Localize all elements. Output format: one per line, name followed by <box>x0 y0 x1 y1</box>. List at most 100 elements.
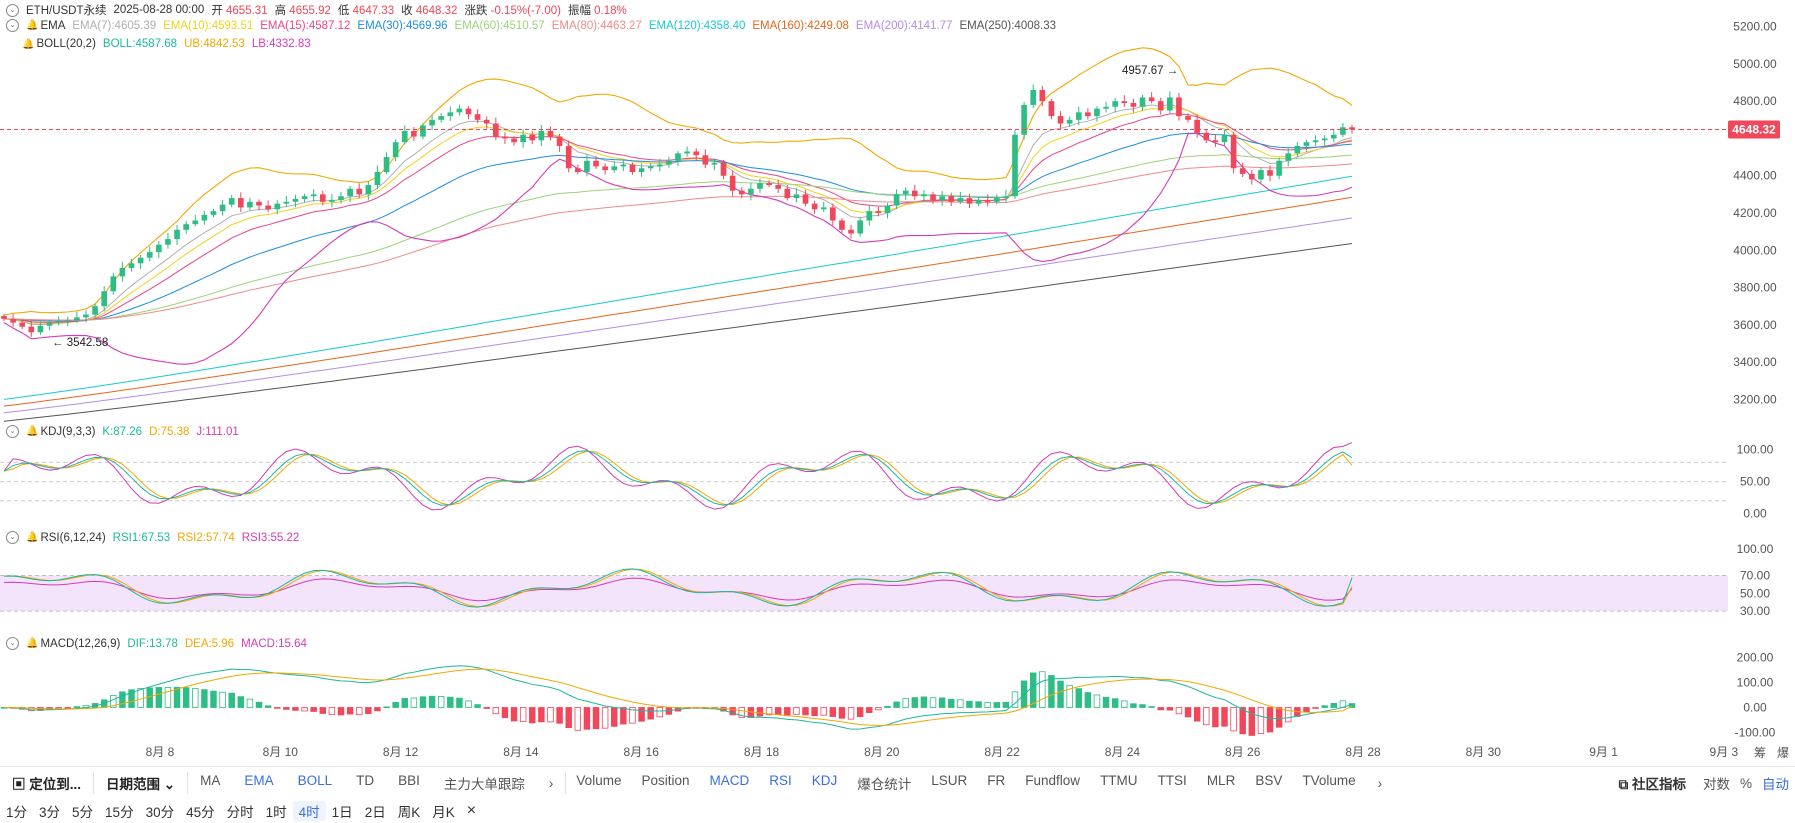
macd-histogram-bar <box>328 707 336 716</box>
collapse-icon[interactable]: ⌄ <box>6 531 19 544</box>
bell-icon[interactable]: 🔔 <box>26 638 39 649</box>
auto-scale-toggle[interactable]: 自动 <box>1762 777 1789 792</box>
candle-body <box>502 136 508 139</box>
candle-body <box>702 155 709 165</box>
price-tick-label: 4400.00 <box>1733 169 1777 183</box>
macd-dea-line <box>3 668 1353 726</box>
goto-button[interactable]: ▣ 定位到... <box>12 777 82 792</box>
kdj-tick-label: 50.00 <box>1740 475 1770 489</box>
interval-0[interactable]: 1分 <box>6 805 28 820</box>
macd-histogram-bar <box>893 701 900 708</box>
chevron-right-icon[interactable]: › <box>1377 775 1383 791</box>
sub-indicator-11[interactable]: MLR <box>1206 773 1236 788</box>
interval-10[interactable]: 2日 <box>364 805 386 820</box>
bell-icon[interactable]: 🔔 <box>26 426 39 437</box>
sub-indicator-9[interactable]: TTMU <box>1100 773 1138 788</box>
candle-body <box>875 211 882 213</box>
macd-histogram-bar <box>1285 707 1292 723</box>
sub-indicator-3[interactable]: RSI <box>769 773 792 788</box>
close-icon[interactable]: × <box>466 802 477 819</box>
candle-body <box>411 131 417 137</box>
macd-histogram-bar <box>492 707 500 715</box>
macd-name: MACD(12,26,9) <box>40 637 121 650</box>
macd-dif-line <box>3 665 1353 730</box>
interval-6[interactable]: 分时 <box>226 805 254 820</box>
candle-body <box>1285 153 1292 161</box>
candle-body <box>1121 101 1128 104</box>
interval-1[interactable]: 3分 <box>39 805 61 820</box>
macd-histogram-bar <box>137 688 144 708</box>
community-indicator-button[interactable]: ⧉ 社区指标 <box>1618 777 1686 792</box>
sub-indicator-6[interactable]: LSUR <box>931 773 968 788</box>
main-indicator-1[interactable]: EMA <box>244 773 274 788</box>
interval-3[interactable]: 15分 <box>105 805 134 820</box>
rsi-value-1: RSI2:57.74 <box>177 531 235 544</box>
collapse-icon[interactable]: ⌄ <box>6 3 19 17</box>
main-indicator-2[interactable]: BOLL <box>297 773 333 788</box>
macd-histogram-bar <box>1111 698 1119 708</box>
main-indicator-0[interactable]: MA <box>200 773 221 788</box>
macd-histogram-bar <box>55 707 62 709</box>
macd-histogram-bar <box>592 707 600 730</box>
rsi-value-2: RSI3:55.22 <box>241 531 300 544</box>
interval-8[interactable]: 4时 <box>292 801 326 821</box>
edit-icon: ⧉ <box>1618 777 1629 792</box>
log-scale-toggle[interactable]: 对数 <box>1702 777 1730 792</box>
sub-indicator-4[interactable]: KDJ <box>811 773 838 788</box>
candle-body <box>64 320 71 322</box>
main-indicator-3[interactable]: TD <box>356 773 375 788</box>
sub-indicator-7[interactable]: FR <box>987 773 1006 788</box>
percent-toggle[interactable]: % <box>1739 775 1752 791</box>
interval-11[interactable]: 周K <box>397 805 421 820</box>
candle-body <box>893 194 900 206</box>
interval-4[interactable]: 30分 <box>145 805 175 820</box>
date-tick-label: 9月 3 <box>1710 745 1739 759</box>
sub-indicator-2[interactable]: MACD <box>709 773 750 788</box>
collapse-icon[interactable]: ⌄ <box>6 637 19 650</box>
sub-indicator-13[interactable]: TVolume <box>1302 773 1356 788</box>
candle-body <box>921 194 927 197</box>
interval-7[interactable]: 1时 <box>265 805 287 820</box>
candle-body <box>793 194 800 199</box>
sub-indicator-5[interactable]: 爆仓统计 <box>857 777 912 792</box>
interval-9[interactable]: 1日 <box>331 805 353 820</box>
sub-indicator-1[interactable]: Position <box>641 773 690 788</box>
rsi-1-line <box>3 568 1353 608</box>
macd-histogram-bar <box>519 707 527 723</box>
sub-indicator-10[interactable]: TTSI <box>1157 773 1187 788</box>
macd-histogram-bar <box>501 707 509 719</box>
sub-indicator-12[interactable]: BSV <box>1255 773 1283 788</box>
date-tick-label: 8月 30 <box>1466 745 1502 759</box>
interval-2[interactable]: 5分 <box>72 805 94 820</box>
candle-body <box>866 211 873 221</box>
macd-histogram-bar <box>465 700 472 708</box>
main-indicator-5[interactable]: 主力大单跟踪 <box>443 777 525 792</box>
candle-body <box>848 229 854 234</box>
candle-body <box>1330 134 1337 139</box>
bell-icon[interactable]: 🔔 <box>26 20 39 31</box>
interval-12[interactable]: 月K <box>432 805 455 820</box>
sub-indicator-8[interactable]: Fundflow <box>1025 773 1081 788</box>
bell-icon[interactable]: 🔔 <box>22 38 35 50</box>
candle-body <box>1185 116 1191 120</box>
chevron-right-icon[interactable]: › <box>548 775 554 791</box>
symbol-label: ETH/USDT永续 <box>26 5 107 17</box>
candle-body <box>1085 112 1091 117</box>
price-chart[interactable]: 5200.00 5000.00 4800.00 4400.00 4200.00 4000.… <box>0 0 1795 766</box>
main-indicator-4[interactable]: BBI <box>398 773 420 788</box>
interval-5[interactable]: 45分 <box>186 805 215 820</box>
collapse-icon[interactable]: ⌄ <box>6 19 19 32</box>
candle-body <box>301 196 308 200</box>
candle-body <box>1203 132 1210 141</box>
candle-body <box>146 252 153 258</box>
candle-body <box>1194 119 1200 133</box>
date-tick-label: 8月 14 <box>503 745 539 759</box>
date-range-button[interactable]: 日期范围 ⌄ <box>106 777 176 792</box>
collapse-icon[interactable]: ⌄ <box>6 425 19 438</box>
kdj-d-line <box>3 450 1353 506</box>
candle-body <box>1021 104 1027 135</box>
sub-indicator-0[interactable]: Volume <box>576 773 622 788</box>
macd-value-1: DEA:5.96 <box>184 637 235 650</box>
macd-histogram-bar <box>1121 700 1128 708</box>
bell-icon[interactable]: 🔔 <box>26 532 39 543</box>
